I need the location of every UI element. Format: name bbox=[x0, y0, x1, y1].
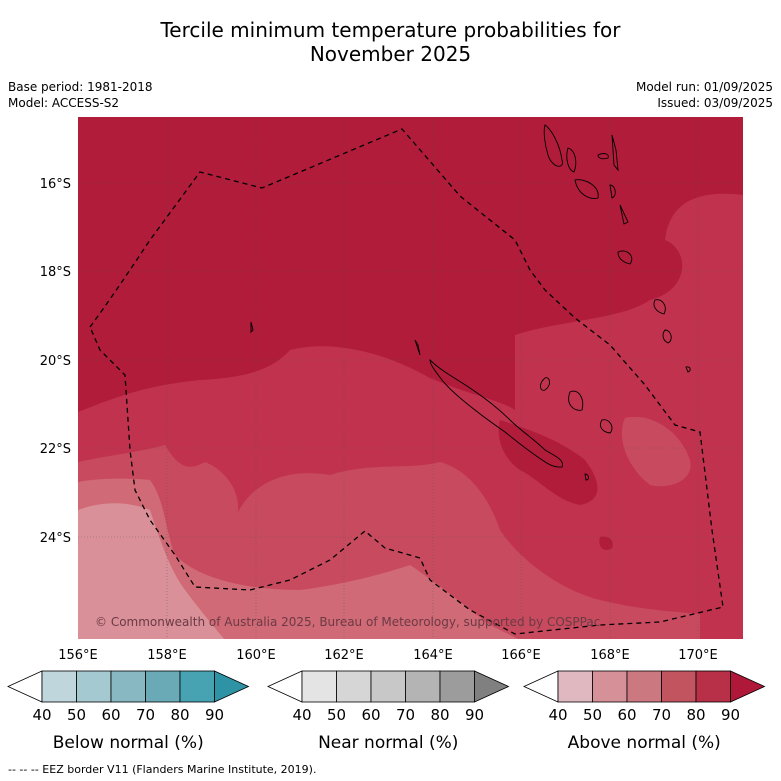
colorbar-tick-label: 50 bbox=[327, 706, 346, 724]
colorbar-tick-label: 70 bbox=[652, 706, 671, 724]
lon-tick: 170°E bbox=[678, 648, 718, 663]
lat-axis: 16°S 18°S 20°S 22°S 24°S bbox=[40, 177, 71, 546]
lon-tick: 162°E bbox=[324, 648, 364, 663]
colorbar-segment bbox=[76, 670, 112, 703]
colorbar-segment bbox=[661, 670, 697, 703]
colorbar-tick-label: 90 bbox=[205, 706, 224, 724]
colorbar-tick-label: 50 bbox=[67, 706, 86, 724]
lon-tick: 166°E bbox=[501, 648, 541, 663]
colorbar-tick-label: 80 bbox=[170, 706, 189, 724]
issued-date: Issued: 03/09/2025 bbox=[657, 96, 773, 110]
lon-tick: 168°E bbox=[590, 648, 630, 663]
colorbar-segment bbox=[695, 670, 731, 703]
colorbar-2: 40 50 60 70 80 90 Near normal (%) bbox=[267, 670, 510, 753]
probability-field bbox=[78, 117, 743, 639]
meta-right: Model run: 01/09/2025 Issued: 03/09/2025 bbox=[636, 79, 773, 111]
colorbar-segment bbox=[557, 670, 593, 703]
lat-tick: 16°S bbox=[40, 177, 71, 192]
map-title: Tercile minimum temperature probabilitie… bbox=[0, 18, 781, 66]
coastlines bbox=[250, 124, 691, 481]
colorbar-over-triangle bbox=[214, 670, 250, 703]
colorbar-segment bbox=[145, 670, 181, 703]
lat-tick: 18°S bbox=[40, 265, 71, 280]
new-caledonia bbox=[429, 358, 563, 468]
eez-legend: -- -- -- EEZ border V11 (Flanders Marine… bbox=[8, 763, 317, 776]
colorbar-segment bbox=[301, 670, 337, 703]
colorbar-tick-label: 50 bbox=[583, 706, 602, 724]
model-run: Model run: 01/09/2025 bbox=[635, 80, 773, 94]
colorbar-tick-label: 70 bbox=[136, 706, 155, 724]
colorbar-tick-label: 60 bbox=[617, 706, 636, 724]
colorbar-tick-label: 60 bbox=[361, 706, 380, 724]
base-period: Base period: 1981-2018 bbox=[8, 80, 153, 94]
colorbar-title: Near normal (%) bbox=[318, 733, 458, 753]
colorbar-title: Below normal (%) bbox=[53, 733, 204, 753]
colorbar-tick-label: 60 bbox=[101, 706, 120, 724]
title-line-2: November 2025 bbox=[309, 42, 472, 66]
colorbar-tick-label: 90 bbox=[465, 706, 484, 724]
colorbar-segment bbox=[336, 670, 372, 703]
lat-tick: 20°S bbox=[40, 354, 71, 369]
colorbar-segment bbox=[110, 670, 146, 703]
colorbar-under-triangle bbox=[523, 670, 559, 703]
colorbar-segment bbox=[370, 670, 406, 703]
colorbar-title: Above normal (%) bbox=[568, 733, 721, 753]
colorbar-segment bbox=[405, 670, 441, 703]
lon-tick: 158°E bbox=[147, 648, 187, 663]
colorbar-segment bbox=[439, 670, 475, 703]
colorbar-segment bbox=[179, 670, 215, 703]
colorbar-tick-label: 80 bbox=[686, 706, 705, 724]
colorbar-segment bbox=[626, 670, 662, 703]
colorbar-tick-label: 40 bbox=[292, 706, 311, 724]
lon-tick: 160°E bbox=[236, 648, 276, 663]
colorbar-tick-label: 40 bbox=[548, 706, 567, 724]
colorbar-under-triangle bbox=[7, 670, 43, 703]
colorbar-segment bbox=[41, 670, 77, 703]
lon-tick: 156°E bbox=[58, 648, 98, 663]
lon-axis: 156°E 158°E 160°E 162°E 164°E 166°E 168°… bbox=[58, 648, 718, 663]
gridlines bbox=[78, 117, 743, 639]
copyright-text: © Commonwealth of Australia 2025, Bureau… bbox=[95, 615, 600, 629]
colorbar-segment bbox=[592, 670, 628, 703]
field-80-90-patch bbox=[498, 420, 598, 505]
colorbar-over-triangle bbox=[474, 670, 510, 703]
colorbar-tick-label: 70 bbox=[396, 706, 415, 724]
title-line-1: Tercile minimum temperature probabilitie… bbox=[160, 18, 621, 42]
eez-border bbox=[89, 128, 724, 635]
colorbar-tick-label: 90 bbox=[721, 706, 740, 724]
colorbar-tick-label: 40 bbox=[32, 706, 51, 724]
colorbar-under-triangle bbox=[267, 670, 303, 703]
meta-left: Base period: 1981-2018 Model: ACCESS-S2 bbox=[8, 79, 153, 111]
colorbar-tick-label: 80 bbox=[430, 706, 449, 724]
lat-tick: 24°S bbox=[40, 531, 71, 546]
model-name: Model: ACCESS-S2 bbox=[8, 96, 120, 110]
lon-tick: 164°E bbox=[413, 648, 453, 663]
colorbar-over-triangle bbox=[730, 670, 766, 703]
lat-tick: 22°S bbox=[40, 442, 71, 457]
